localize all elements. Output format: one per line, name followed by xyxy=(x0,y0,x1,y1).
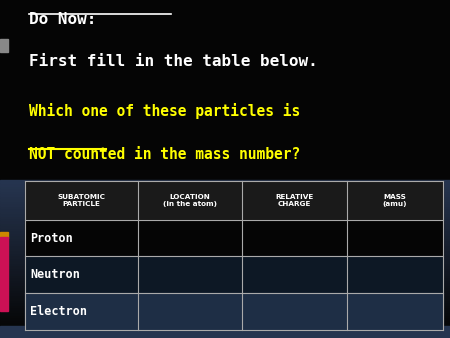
Bar xyxy=(0,225,450,228)
Bar xyxy=(0,294,450,297)
Bar xyxy=(0,235,450,238)
Bar xyxy=(25,256,443,293)
Bar xyxy=(0,282,450,285)
Text: Proton: Proton xyxy=(30,232,73,244)
Bar xyxy=(0,316,450,320)
Bar xyxy=(0,185,450,188)
Bar xyxy=(0,252,450,255)
Bar xyxy=(0,190,450,193)
Text: RELATIVE
CHARGE: RELATIVE CHARGE xyxy=(275,194,314,207)
Bar xyxy=(0,200,450,203)
Bar xyxy=(0,237,450,240)
Bar xyxy=(0,202,450,206)
Bar xyxy=(0,267,450,270)
Bar xyxy=(0,249,450,253)
Bar xyxy=(0,284,450,287)
Bar xyxy=(0,193,450,196)
Text: Do Now:: Do Now: xyxy=(29,12,97,27)
Bar xyxy=(0,307,450,310)
Bar xyxy=(0,301,450,305)
Bar xyxy=(0,217,450,220)
Bar xyxy=(0,327,450,330)
Bar xyxy=(0,257,450,260)
Bar xyxy=(0,279,450,283)
Bar xyxy=(0,222,450,225)
Bar xyxy=(0,304,450,307)
Bar xyxy=(0,262,450,265)
Text: LOCATION
(in the atom): LOCATION (in the atom) xyxy=(163,194,217,207)
Text: Electron: Electron xyxy=(30,305,87,318)
Bar xyxy=(0,269,450,272)
Bar xyxy=(0,188,450,191)
Bar xyxy=(0,240,450,243)
Bar xyxy=(0,309,450,312)
Bar xyxy=(0,227,450,231)
Bar xyxy=(0,197,450,201)
Bar xyxy=(0,326,450,338)
Bar xyxy=(0,260,450,263)
Bar xyxy=(0,264,450,268)
Bar xyxy=(0,297,450,300)
Bar xyxy=(0,292,450,295)
Text: First fill in the table below.: First fill in the table below. xyxy=(29,54,318,69)
Bar xyxy=(0,237,8,311)
Bar xyxy=(0,277,450,280)
Bar xyxy=(25,220,443,256)
Bar xyxy=(0,299,450,302)
Bar xyxy=(0,272,450,275)
Bar xyxy=(0,287,450,290)
Text: NOT counted in the mass number?: NOT counted in the mass number? xyxy=(29,147,301,162)
Text: MASS
(amu): MASS (amu) xyxy=(383,194,407,207)
Bar xyxy=(0,39,8,52)
Bar xyxy=(0,210,450,213)
Bar xyxy=(0,183,450,186)
Text: Neutron: Neutron xyxy=(30,268,80,281)
Bar xyxy=(0,232,450,235)
Bar xyxy=(0,212,450,216)
Bar xyxy=(0,0,450,181)
Bar xyxy=(0,319,450,322)
Bar xyxy=(25,181,443,220)
Bar xyxy=(0,312,450,315)
Bar xyxy=(0,220,450,223)
Bar xyxy=(0,245,450,248)
Bar xyxy=(0,215,450,218)
Text: SUBATOMIC
PARTICLE: SUBATOMIC PARTICLE xyxy=(57,194,105,207)
Bar xyxy=(0,230,450,233)
Bar xyxy=(0,289,450,292)
Bar xyxy=(25,293,443,330)
Bar xyxy=(0,321,450,324)
Bar xyxy=(0,208,450,211)
Text: Which one of these particles is: Which one of these particles is xyxy=(29,103,301,119)
Bar xyxy=(0,232,8,238)
Bar xyxy=(0,195,450,198)
Bar xyxy=(0,314,450,317)
Bar xyxy=(0,180,450,183)
Bar xyxy=(0,274,450,277)
Bar xyxy=(0,242,450,245)
Bar xyxy=(0,324,450,327)
Bar xyxy=(0,205,450,208)
Bar xyxy=(0,255,450,258)
Bar xyxy=(0,247,450,250)
